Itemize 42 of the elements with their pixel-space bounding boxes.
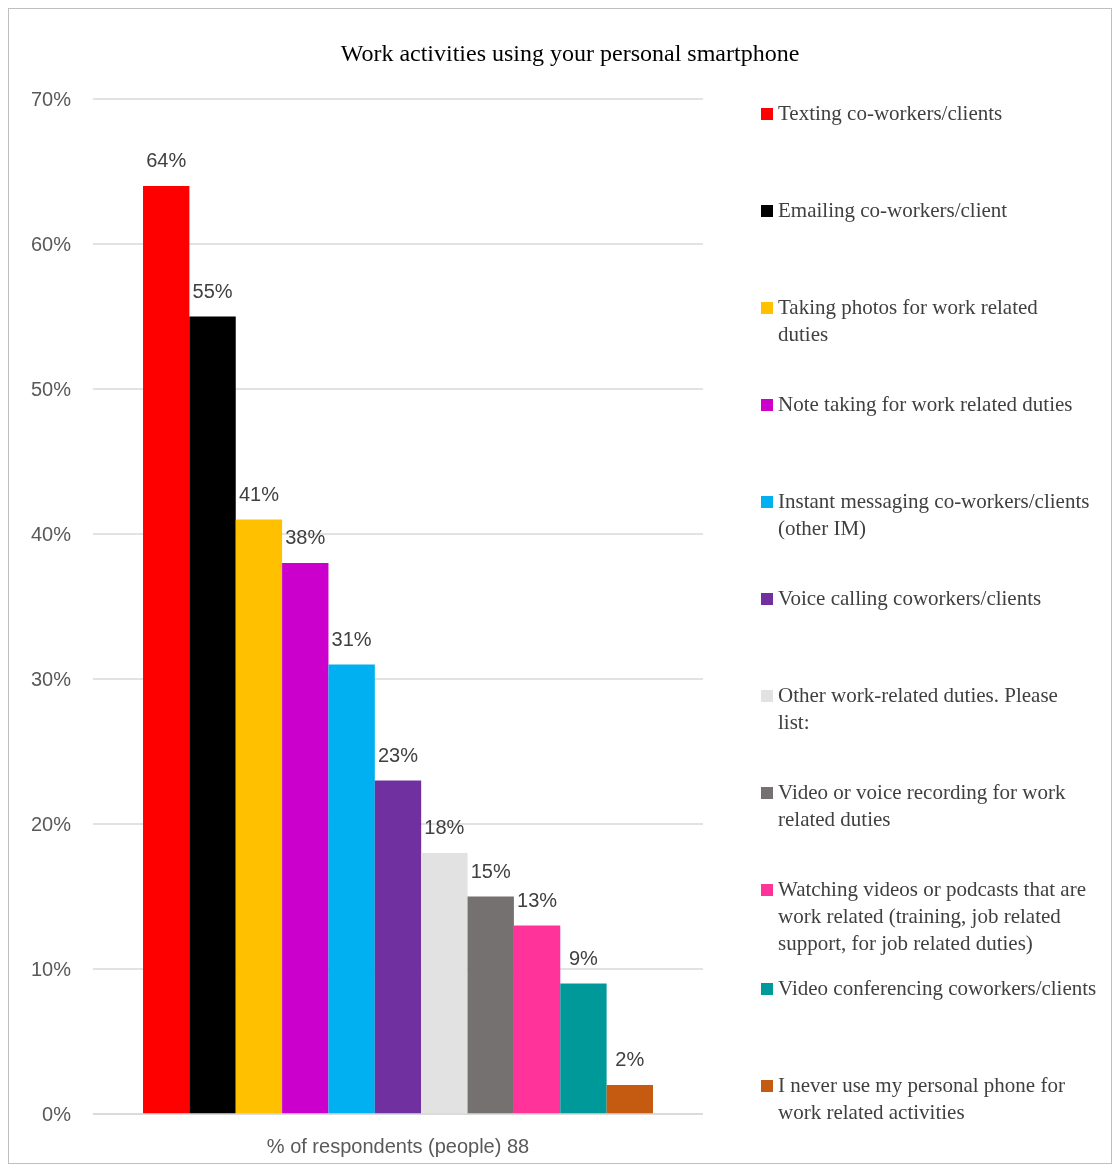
bar (560, 983, 607, 1114)
bar (235, 519, 283, 1114)
y-tick-label: 40% (30, 523, 72, 545)
y-tick-label: 30% (30, 668, 72, 690)
bar (374, 780, 422, 1114)
data-label: 31% (331, 627, 372, 650)
legend-label: Emailing co-workers/client (778, 198, 1008, 222)
y-tick-label: 50% (30, 378, 72, 400)
bar (606, 1085, 653, 1114)
y-tick-label: 0% (42, 1103, 72, 1125)
legend-label: Taking photos for work related duties (778, 295, 1039, 346)
y-tick-label: 70% (30, 88, 72, 110)
data-label: 41% (238, 482, 280, 505)
bar (513, 925, 561, 1114)
legend-label: Video conferencing coworkers/clients (778, 976, 1097, 1000)
legend-label: Watching videos or podcasts that are work related (training, job related support, for job related duties) (778, 877, 1086, 955)
y-tick-label: 20% (30, 813, 72, 835)
data-label: 55% (192, 279, 233, 302)
chart-title: Work activities using your personal smartphone (340, 40, 800, 66)
data-label: 9% (568, 946, 599, 969)
data-label: 13% (517, 888, 558, 911)
bar (282, 563, 329, 1114)
bar (143, 186, 190, 1114)
bar (467, 896, 514, 1114)
data-label: 23% (377, 743, 419, 766)
bar (328, 664, 375, 1114)
legend-label: Note taking for work related duties (778, 392, 1073, 416)
data-label: 64% (146, 149, 187, 171)
legend-label: Texting co-workers/clients (778, 101, 1003, 125)
data-label: 15% (470, 859, 511, 882)
legend-label: Other work-related duties. Please list: (778, 683, 1058, 734)
y-tick-label: 60% (30, 233, 72, 255)
legend-label: Voice calling coworkers/clients (778, 586, 1042, 610)
legend-label: I never use my personal phone for work related activities (778, 1073, 1065, 1124)
legend-label: Video or voice recording for work related duties (778, 780, 1066, 831)
x-tick-label: % of respondents (people) 88 (266, 1135, 530, 1157)
data-label: 18% (424, 816, 465, 838)
legend-label: Instant messaging co-workers/clients (other IM) (778, 489, 1090, 540)
data-label: 38% (285, 526, 326, 548)
y-tick-label: 10% (30, 958, 72, 980)
data-label: 2% (615, 1048, 645, 1070)
bar (189, 316, 236, 1114)
